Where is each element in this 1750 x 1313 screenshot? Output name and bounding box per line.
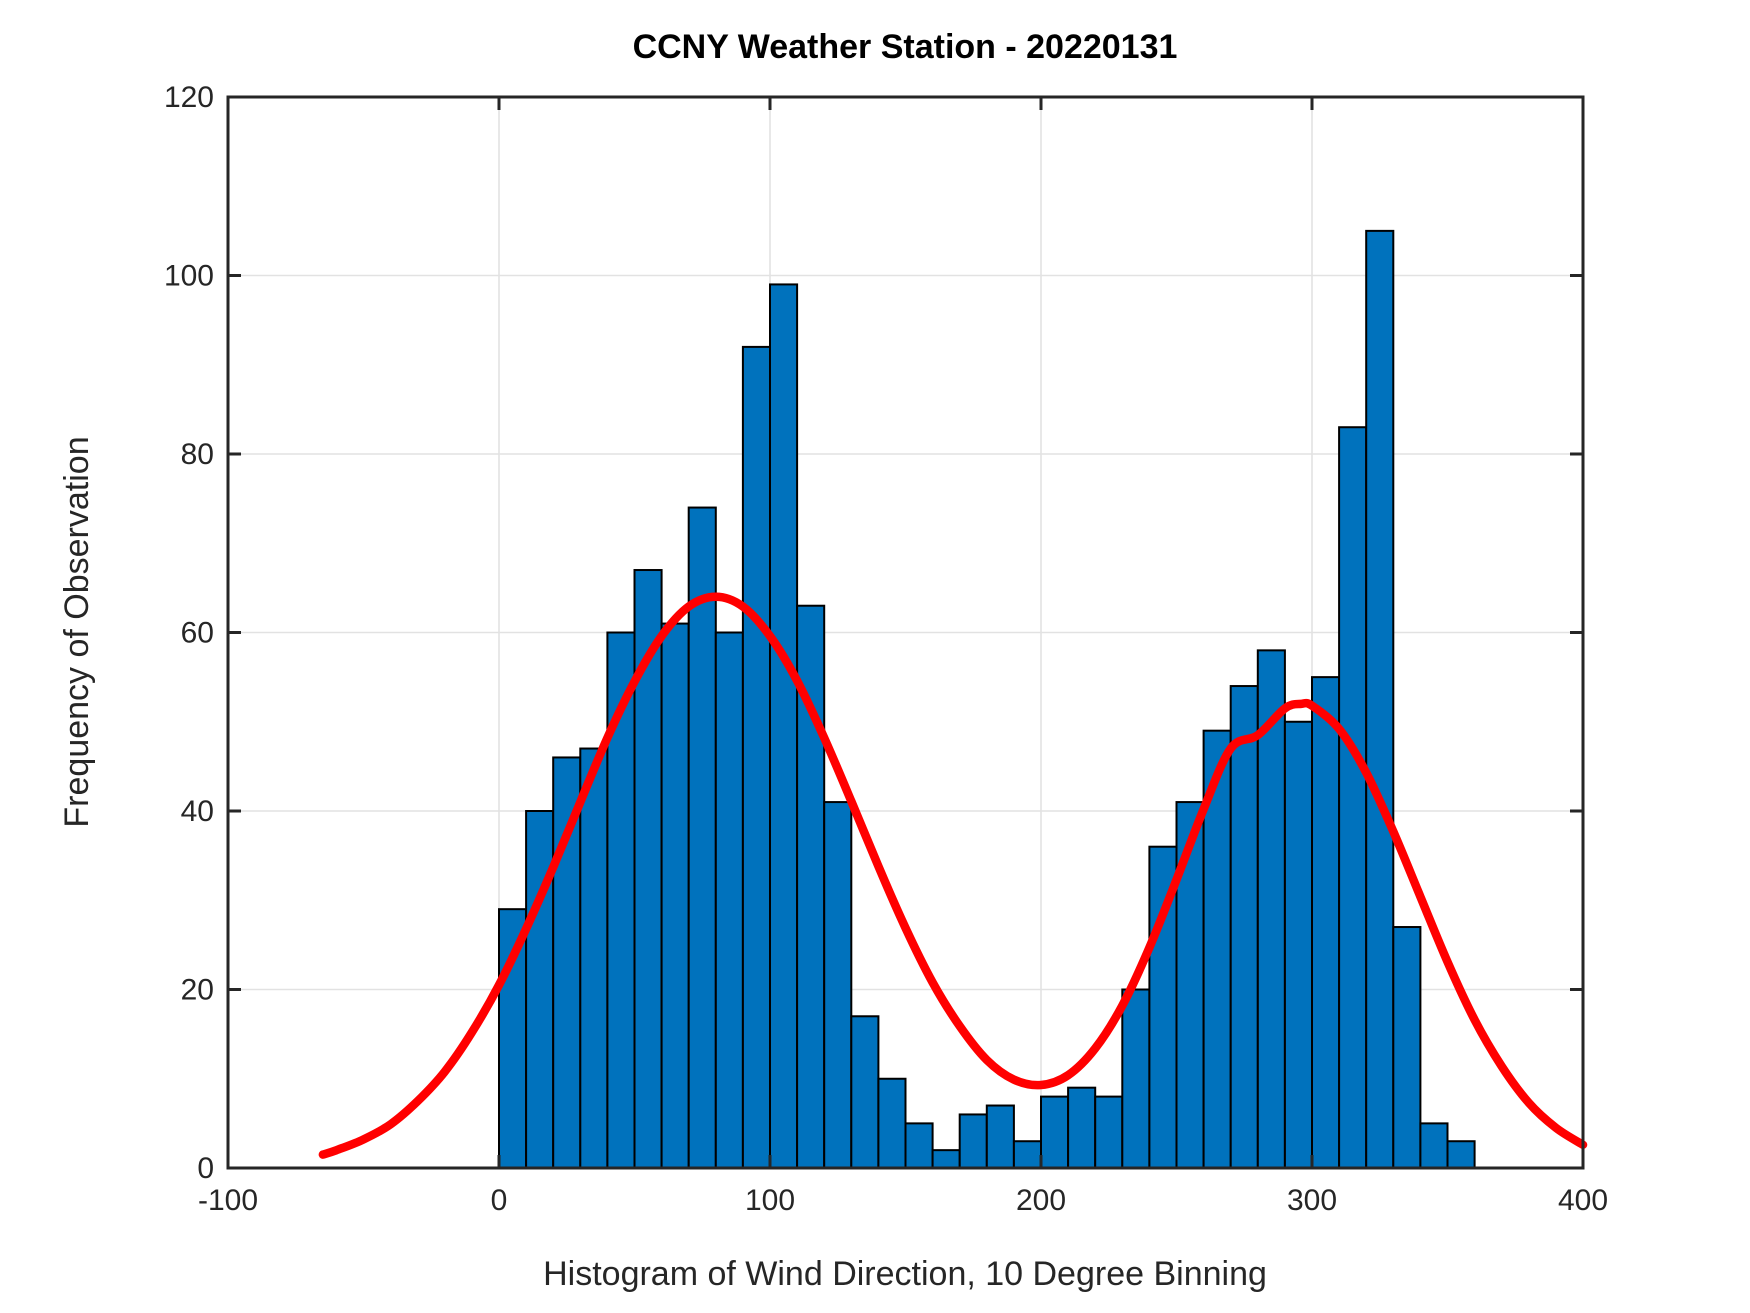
x-tick-label: 300 (1287, 1184, 1337, 1217)
y-tick-label: 20 (181, 974, 214, 1007)
histogram-bar (931, 1149, 961, 1170)
histogram-bar (877, 1077, 907, 1169)
histogram-bar (1229, 685, 1259, 1169)
histogram-bar (985, 1104, 1015, 1170)
histogram-bar (525, 810, 555, 1169)
histogram-bar (958, 1113, 988, 1169)
histogram-bar (741, 345, 772, 1169)
x-tick-label: 200 (1016, 1184, 1066, 1217)
histogram-bar (1392, 926, 1422, 1170)
histogram-bar (850, 1015, 880, 1170)
histogram-bar (904, 1122, 934, 1169)
fit-curve (318, 592, 1588, 1159)
histogram-bar (1094, 1095, 1124, 1169)
y-tick-label: 40 (181, 795, 214, 828)
axes-box (226, 95, 1585, 1170)
histogram-bar (823, 801, 853, 1169)
histogram-bar (769, 283, 799, 1169)
x-tick-label: 400 (1558, 1184, 1608, 1217)
y-tick-label: 100 (164, 260, 214, 293)
histogram-bar (1419, 1122, 1449, 1169)
histogram-bar (1283, 720, 1314, 1169)
histogram-bar (1338, 426, 1368, 1170)
histogram-bar (1012, 1140, 1043, 1169)
histogram-bar (1365, 229, 1395, 1169)
histogram-bar (1067, 1086, 1097, 1170)
x-tick-label: 100 (745, 1184, 795, 1217)
y-tick-label: 60 (181, 617, 214, 650)
y-tick-label: 0 (197, 1152, 214, 1185)
histogram-bar (1446, 1140, 1476, 1169)
y-tick-label: 80 (181, 438, 214, 471)
histogram-bar (660, 622, 690, 1169)
bimodal-fit-curve (318, 592, 1588, 1159)
histogram-bars (498, 229, 1476, 1170)
histogram-bar (1175, 801, 1205, 1169)
chart-title: CCNY Weather Station - 20220131 (633, 28, 1178, 66)
x-axis-label: Histogram of Wind Direction, 10 Degree B… (543, 1255, 1267, 1293)
x-tick-label: 0 (491, 1184, 508, 1217)
histogram-bar (1311, 676, 1341, 1169)
y-axis-label: Frequency of Observation (58, 436, 96, 827)
histogram-bar (579, 747, 609, 1170)
x-tick-label: -100 (198, 1184, 258, 1217)
histogram-bar (1040, 1095, 1070, 1169)
histogram-bar (1121, 988, 1151, 1169)
histogram-bar (714, 631, 744, 1169)
y-tick-label: 120 (164, 81, 214, 114)
gridlines (228, 97, 1583, 1168)
